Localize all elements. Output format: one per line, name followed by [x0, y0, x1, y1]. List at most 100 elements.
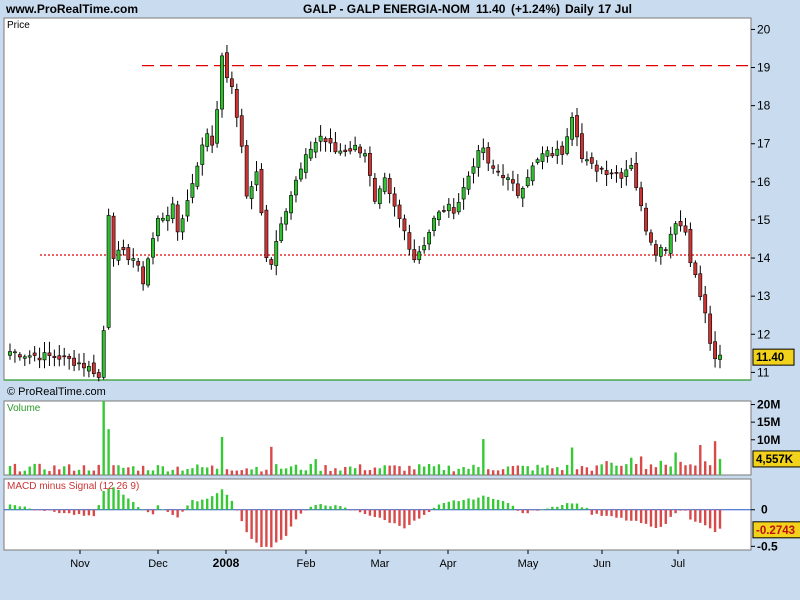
candle-body	[619, 172, 624, 179]
candle-body	[520, 187, 525, 199]
macd-bar	[48, 509, 51, 511]
macd-bar	[13, 505, 17, 510]
macd-bar	[373, 509, 377, 517]
macd-bar	[270, 509, 273, 548]
volume-bar	[166, 471, 169, 475]
macd-bar	[368, 509, 372, 516]
candle-body	[427, 232, 431, 245]
volume-bar	[299, 469, 303, 475]
candle-body	[466, 175, 471, 190]
macd-bar	[585, 507, 589, 510]
candle-body	[269, 259, 274, 265]
candle-body	[47, 352, 52, 356]
candle-body	[417, 251, 422, 261]
candle-body	[678, 221, 683, 227]
volume-bar	[615, 465, 618, 475]
candle-body	[210, 135, 215, 146]
candle-body	[461, 187, 466, 200]
macd-bar	[467, 498, 470, 510]
macd-bar	[403, 509, 406, 529]
macd-bar	[107, 488, 110, 510]
candle-body	[229, 78, 234, 88]
volume-bar	[186, 469, 189, 475]
macd-bar	[694, 509, 697, 522]
volume-bar	[556, 467, 559, 475]
volume-bar	[235, 470, 239, 475]
macd-bar	[77, 509, 81, 514]
volume-bar	[215, 468, 219, 475]
watermark: © ProRealTime.com	[7, 386, 106, 398]
volume-bar	[28, 466, 31, 475]
candle-body	[151, 238, 155, 258]
macd-bar	[684, 509, 687, 511]
macd-bar	[58, 509, 61, 514]
panel-price	[3, 17, 752, 381]
candle-body	[451, 207, 456, 214]
candle-body	[501, 175, 505, 179]
macd-bar	[225, 494, 229, 510]
candle-body	[496, 170, 501, 173]
volume-bar	[541, 467, 544, 475]
macd-bar	[146, 509, 150, 513]
macd-bar	[521, 509, 524, 514]
macd-bar	[427, 509, 431, 513]
volume-bar	[467, 468, 470, 475]
volume-bar	[457, 468, 460, 475]
volume-bar	[279, 468, 283, 475]
candle-body	[294, 179, 298, 196]
candle-body	[136, 261, 141, 266]
candle-body	[407, 232, 412, 250]
candle-body	[165, 215, 170, 222]
macd-bar	[620, 509, 623, 518]
macd-bar	[186, 505, 189, 510]
volume-bar	[240, 470, 243, 475]
volume-bar	[644, 469, 648, 475]
macd-bar	[43, 509, 46, 511]
macd-bar	[201, 499, 204, 510]
volume-bar	[176, 466, 179, 475]
candle-body	[86, 365, 91, 372]
last-value-badge-text: 4,557K	[756, 454, 794, 466]
candle-body	[663, 249, 668, 251]
macd-bar	[344, 507, 347, 510]
macd-bar	[610, 509, 613, 517]
volume-bar	[393, 465, 396, 475]
macd-bar	[462, 499, 465, 510]
volume-bar	[265, 469, 268, 475]
x-axis-label: 2008	[213, 556, 240, 570]
volume-bar	[58, 469, 61, 475]
candle-body	[32, 352, 37, 356]
macd-bar	[38, 509, 41, 511]
macd-bar	[230, 500, 234, 510]
macd-bar	[679, 509, 682, 511]
macd-bar	[235, 509, 239, 511]
candle-body	[343, 149, 348, 153]
candle-body	[446, 203, 451, 212]
volume-bar	[324, 465, 327, 475]
macd-bar	[196, 501, 199, 510]
macd-bar	[18, 506, 22, 510]
price-tick-label: 11	[757, 365, 770, 379]
macd-bar	[23, 506, 26, 510]
volume-bar	[506, 466, 510, 475]
candle-body	[387, 178, 392, 194]
price-tick-label: 17	[757, 137, 771, 151]
candle-body	[412, 249, 417, 261]
volume-bar	[132, 466, 135, 475]
volume-bar	[220, 436, 224, 475]
volume-bar	[427, 463, 431, 475]
macd-bar	[477, 497, 480, 510]
volume-bar	[432, 466, 436, 475]
candle-body	[358, 146, 362, 154]
candle-body	[555, 148, 560, 156]
site-label[interactable]: www.ProRealTime.com	[6, 2, 139, 16]
macd-bar	[255, 509, 258, 543]
volume-bar	[659, 460, 663, 475]
volume-bar	[38, 463, 41, 475]
candle-body	[456, 201, 461, 213]
volume-bar	[373, 467, 377, 475]
macd-bar	[605, 509, 608, 516]
last-value-badge	[752, 450, 800, 468]
macd-bar	[324, 505, 327, 510]
